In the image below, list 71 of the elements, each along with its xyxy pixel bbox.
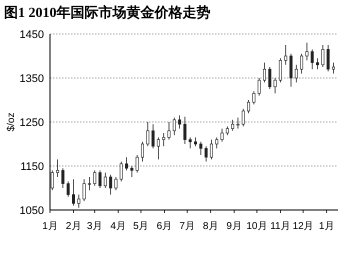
candlestick [258,78,261,96]
x-tick-label: 12月 [292,221,314,232]
candlestick [136,154,139,173]
x-tick-label: 1月 [318,221,334,232]
candlestick [284,44,288,66]
x-tick-label: 9月 [226,221,242,232]
candlestick [268,66,272,90]
candlestick [231,119,234,132]
candlestick [290,53,293,88]
candlestick [56,159,60,178]
x-tick-label: 3月 [86,221,102,232]
candlestick [300,53,304,74]
y-tick-label: 1250 [20,117,44,129]
chart-title: 图1 2010年国际市场黄金价格走势 [4,4,210,21]
candlestick [172,117,176,136]
candlestick [114,176,118,191]
candlestick [140,141,144,162]
x-tick-label: 8月 [202,221,218,232]
candlestick [120,161,123,182]
x-tick-label: 1月 [42,221,58,232]
candlestick [72,178,75,206]
candlestick [82,178,86,202]
x-tick-label: 6月 [156,221,172,232]
candlestick [183,116,186,144]
candlestick [220,128,224,142]
candlestick [104,172,107,188]
y-tick-label: 1450 [20,29,44,41]
candlestick [321,44,324,68]
y-tick-label: 1050 [20,205,44,217]
candlestick [262,62,266,83]
x-tick-label: 4月 [110,221,126,232]
candlestick [66,181,70,198]
candlestick [236,117,240,129]
candlestick [77,194,80,208]
candlestick [152,124,155,149]
candlestick [156,137,160,160]
x-tick-label: 2月 [66,221,82,232]
candlestick [310,49,314,70]
candlestick [98,170,102,188]
candlestick [167,122,170,140]
candlestick [278,58,282,83]
candlestick [242,108,245,127]
x-tick-label: 7月 [179,221,195,232]
y-tick-label: 1350 [20,73,44,85]
x-tick-label: 5月 [133,221,149,232]
candlestick [204,146,208,162]
candlestick [332,62,335,74]
candlestick [109,174,112,195]
x-tick-label: 10月 [246,221,268,232]
candlestick [294,64,298,83]
candlestick [326,44,330,72]
candlestick [178,115,182,129]
y-tick-label: 1150 [20,161,44,173]
candlestick [61,168,64,188]
candlestick [162,132,166,147]
candlestick [247,100,250,114]
x-tick-label: 11月 [270,221,291,232]
candlestick [305,42,308,61]
candlestick [215,137,218,149]
candlestick [274,78,277,94]
candlestick [210,139,213,160]
candlestick [188,137,192,149]
candlestick [125,156,128,171]
candlestick [199,141,202,156]
candlestick [130,166,134,178]
candlestick [316,58,320,70]
candlestick [50,170,54,191]
candlestick [146,122,150,147]
candlestick [252,90,256,105]
y-axis-title: $/oz [6,112,17,132]
candlestick [93,170,96,186]
